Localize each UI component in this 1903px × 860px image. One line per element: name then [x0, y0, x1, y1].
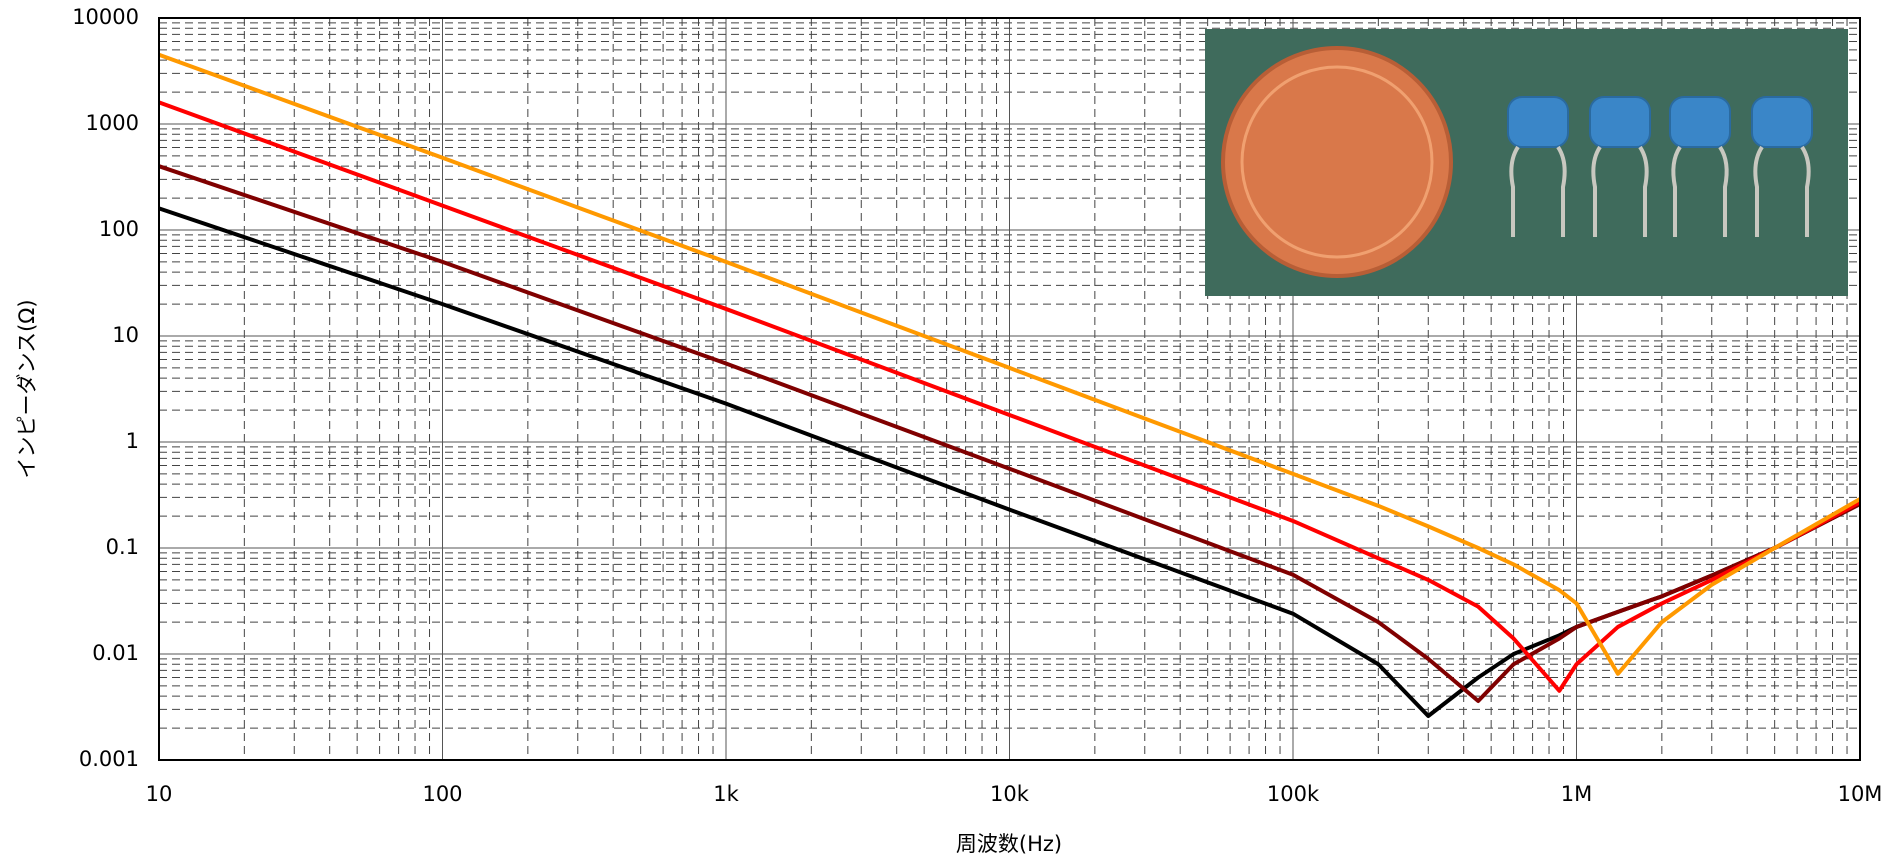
- x-tick-label: 10M: [1838, 782, 1883, 806]
- y-axis-title: インピーダンス(Ω): [15, 299, 39, 478]
- x-tick-label: 10: [146, 782, 173, 806]
- y-tick-label: 0.001: [79, 747, 139, 771]
- x-tick-label: 100k: [1267, 782, 1320, 806]
- series-line: [158, 52, 1861, 676]
- series-line: [158, 100, 1861, 693]
- y-tick-label: 1: [126, 429, 139, 453]
- y-tick-label: 10000: [72, 5, 139, 29]
- x-tick-label: 1M: [1561, 782, 1592, 806]
- x-axis-title: 周波数(Hz): [956, 832, 1062, 856]
- x-tick-label: 100: [422, 782, 462, 806]
- capacitors: [1507, 96, 1813, 148]
- x-tick-label: 1k: [713, 782, 739, 806]
- series-line: [158, 164, 1861, 704]
- series-lines: [158, 52, 1861, 719]
- x-tick-label: 10k: [990, 782, 1030, 806]
- photo-inset: [1205, 29, 1848, 296]
- y-tick-label: 0.01: [92, 641, 139, 665]
- y-tick-label: 100: [99, 217, 139, 241]
- coin: [1221, 46, 1453, 278]
- capacitor-leads: [1509, 145, 1811, 237]
- y-tick-label: 0.1: [106, 535, 139, 559]
- y-tick-label: 10: [112, 323, 139, 347]
- plot-frame: [158, 17, 1861, 761]
- coin-ring: [1240, 65, 1434, 259]
- y-tick-label: 1000: [86, 111, 139, 135]
